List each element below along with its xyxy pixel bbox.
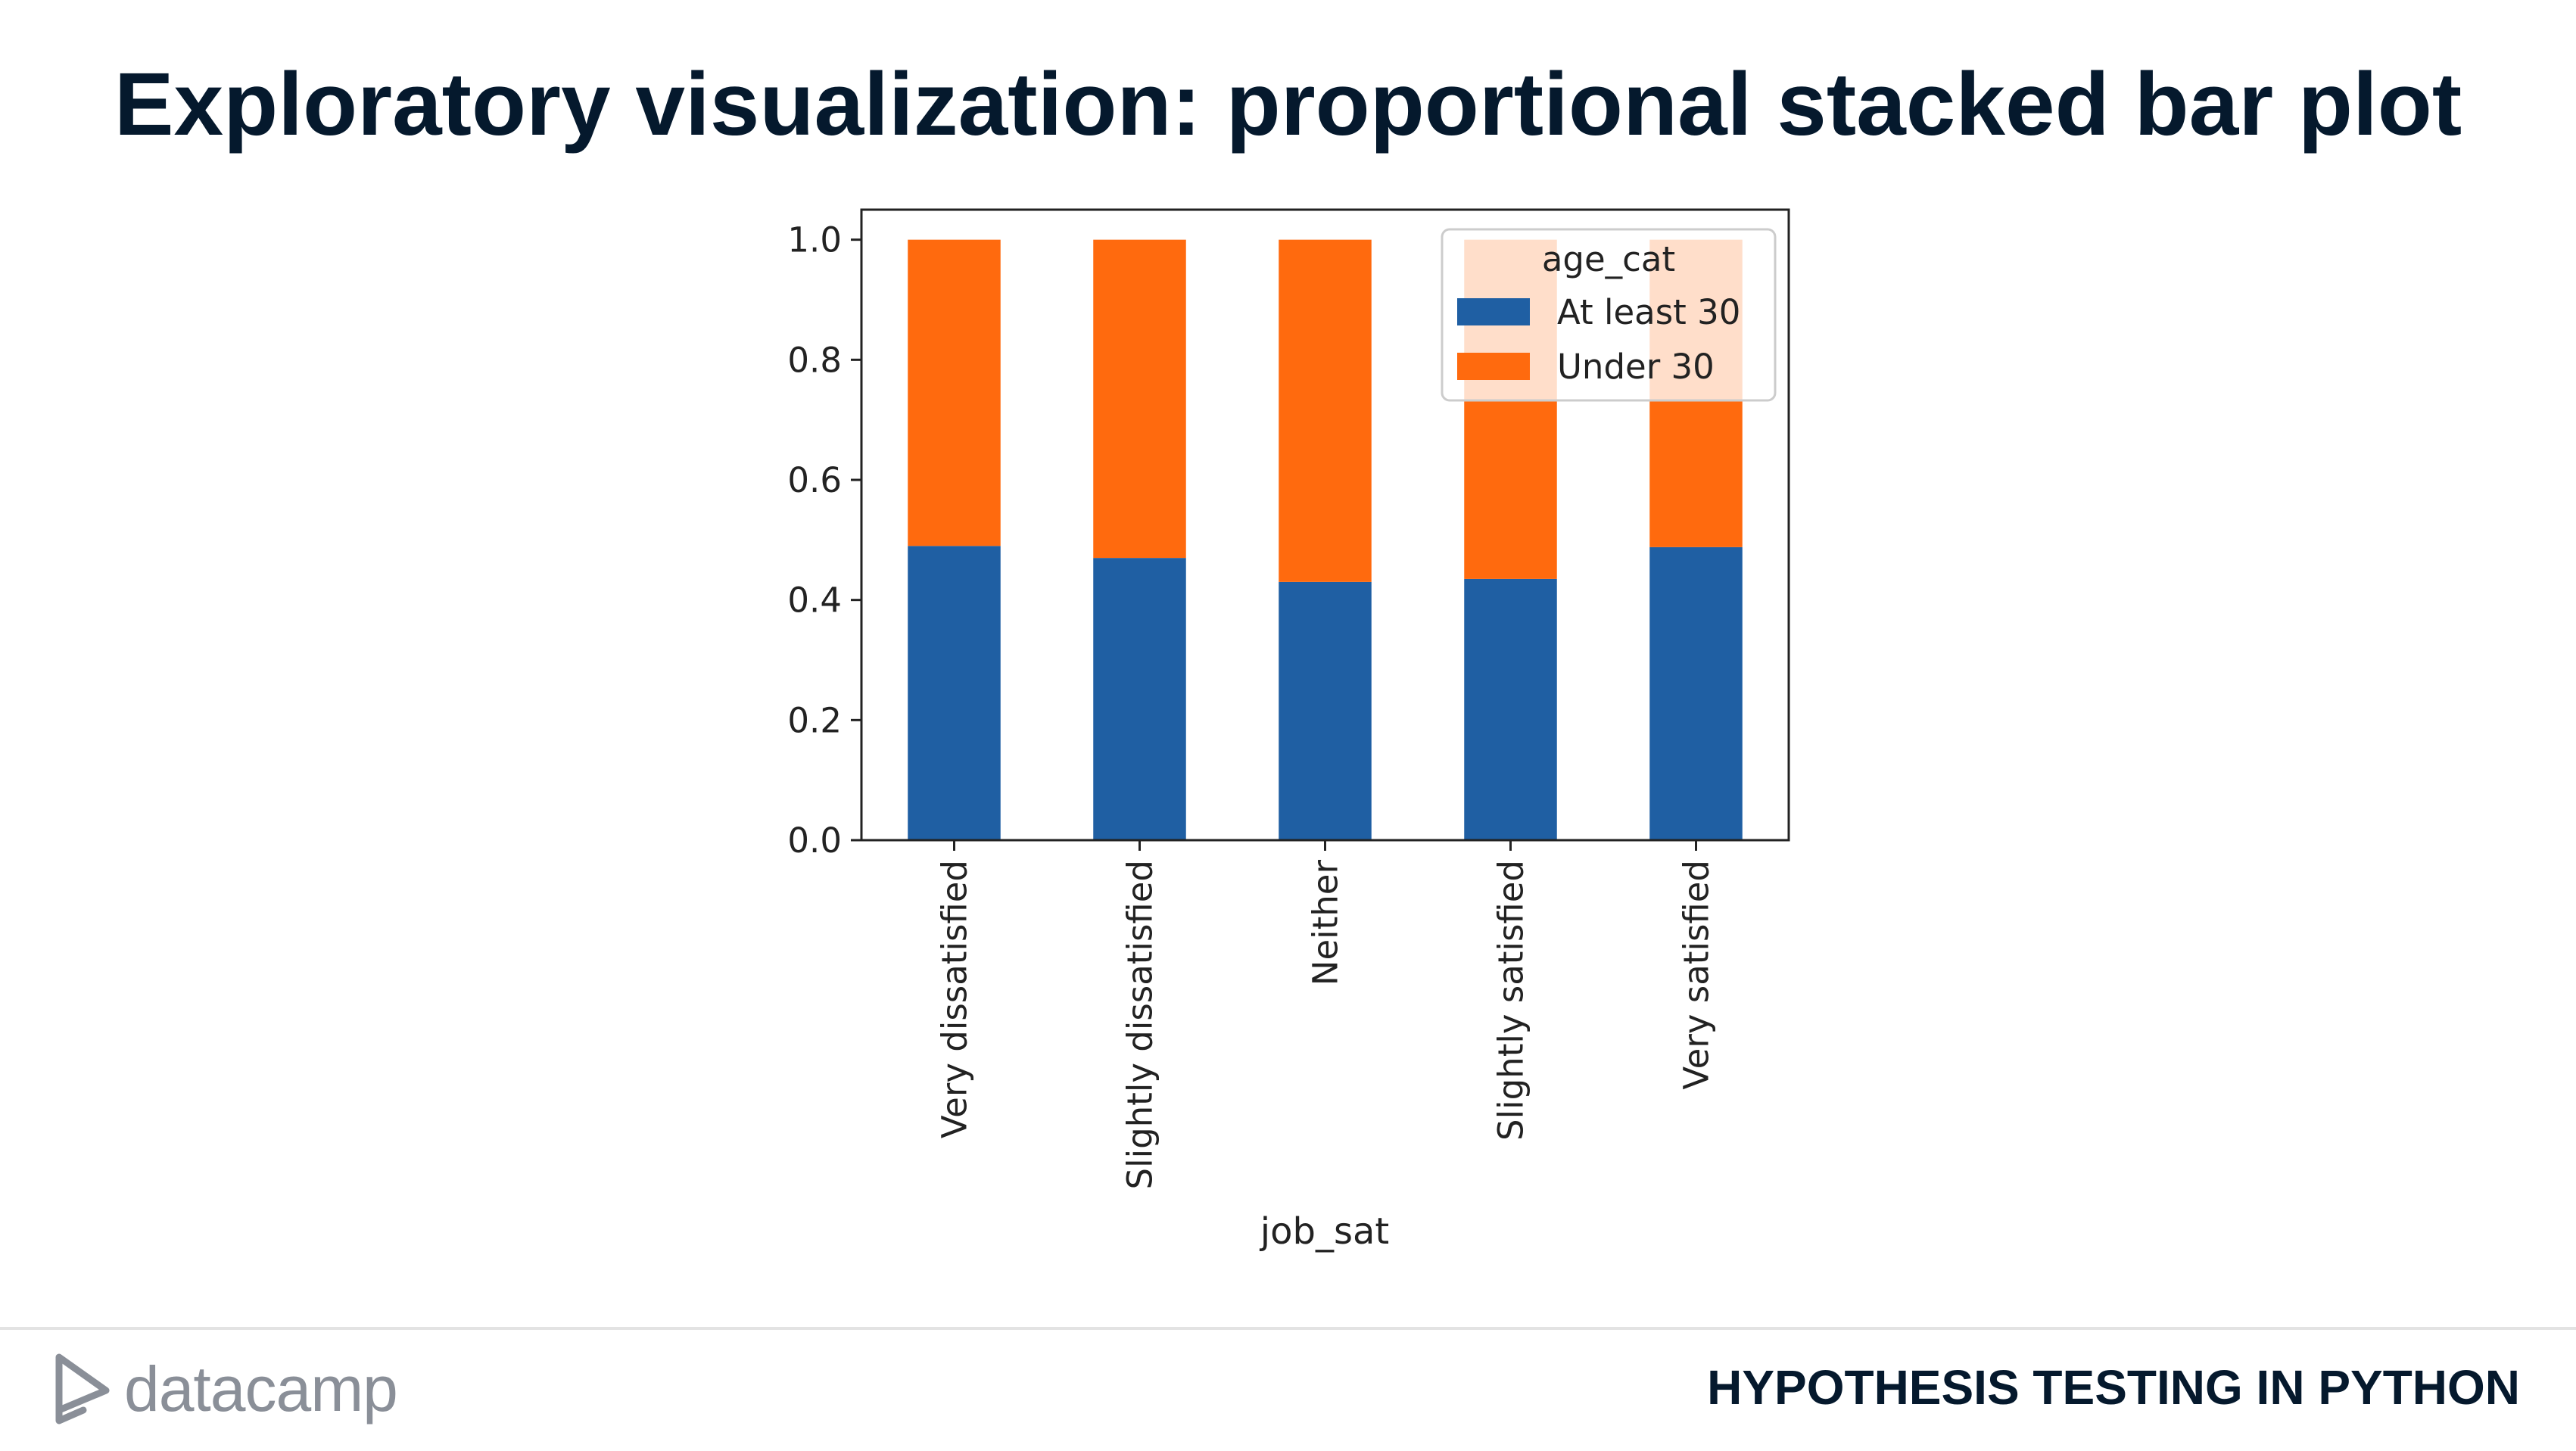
- legend-label: Under 30: [1557, 347, 1715, 387]
- bar-at-least-30: [908, 546, 1001, 840]
- legend-title: age_cat: [1542, 239, 1675, 279]
- legend: age_cat At least 30 Under 30: [1441, 228, 1777, 402]
- bar-under-30: [1093, 239, 1186, 559]
- bar-under-30: [1279, 239, 1372, 582]
- bars-layer: [908, 239, 1743, 840]
- x-tick-label: Slightly dissatisfied: [1120, 860, 1160, 1189]
- y-tick-label: 1.0: [787, 220, 842, 260]
- y-tick-label: 0.6: [787, 460, 842, 500]
- x-axis: Very dissatisfied Slightly dissatisfied Ne…: [935, 840, 1717, 1189]
- bar-at-least-30: [1464, 578, 1557, 840]
- x-tick-label: Very dissatisfied: [935, 860, 975, 1138]
- x-tick-label: Neither: [1306, 860, 1346, 986]
- x-tick-label: Very satisfied: [1677, 860, 1717, 1090]
- datacamp-logo[interactable]: datacamp: [53, 1351, 398, 1427]
- logo-text: datacamp: [124, 1353, 398, 1425]
- datacamp-mark-icon: [55, 1353, 110, 1425]
- legend-swatch: [1457, 298, 1530, 325]
- footer-divider: [0, 1327, 2576, 1330]
- bar-under-30: [908, 239, 1001, 546]
- y-tick-label: 0.0: [787, 820, 842, 861]
- course-title: HYPOTHESIS TESTING IN PYTHON: [1707, 1360, 2520, 1415]
- x-tick-label: Slightly satisfied: [1491, 860, 1531, 1141]
- stacked-bar-chart: 0.0 0.2 0.4 0.6 0.8 1.0 Very dissatisfied Slig…: [787, 208, 1790, 1253]
- slide-title: Exploratory visualization: proportional …: [114, 54, 2462, 154]
- bar-at-least-30: [1649, 546, 1743, 840]
- bar-at-least-30: [1279, 581, 1372, 840]
- x-axis-label: job_sat: [1260, 1210, 1389, 1253]
- y-axis: 0.0 0.2 0.4 0.6 0.8 1.0: [787, 220, 861, 861]
- legend-swatch: [1457, 353, 1530, 380]
- y-tick-label: 0.8: [787, 340, 842, 380]
- y-tick-label: 0.4: [787, 581, 842, 621]
- y-tick-label: 0.2: [787, 700, 842, 740]
- bar-at-least-30: [1093, 558, 1186, 840]
- legend-label: At least 30: [1557, 292, 1740, 332]
